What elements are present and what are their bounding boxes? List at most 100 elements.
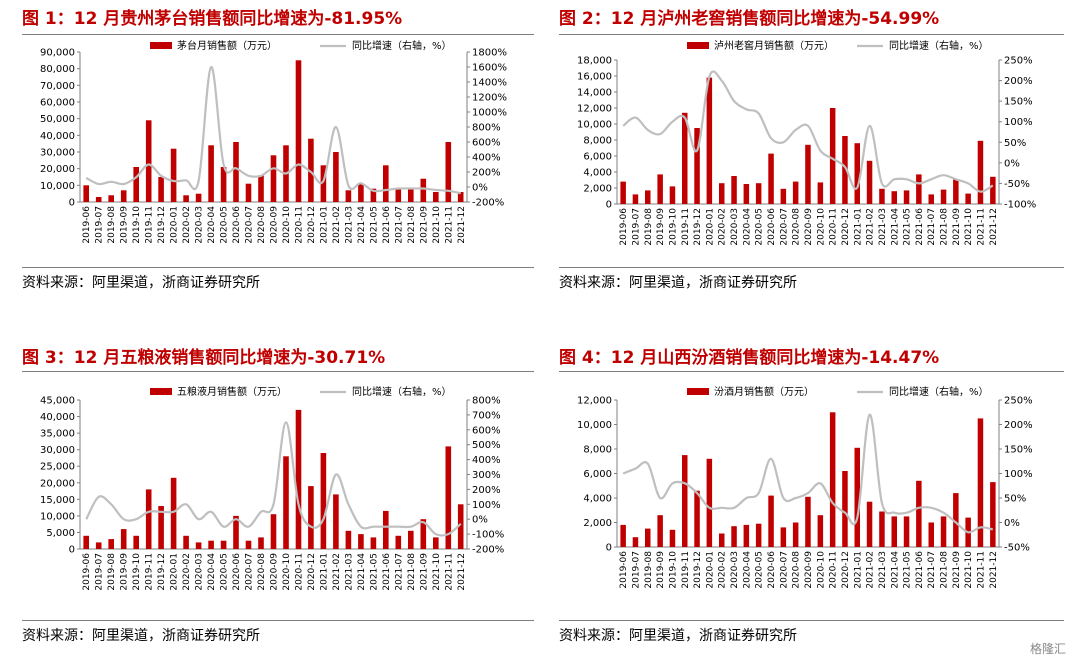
bar <box>295 60 302 202</box>
x-tick-label: 2021-08 <box>940 208 950 246</box>
growth-line <box>622 413 994 534</box>
right-tick-label: 600% <box>472 425 501 436</box>
legend-bar-swatch <box>150 42 172 49</box>
x-tick-label: 2020-02 <box>182 553 192 591</box>
bar <box>208 145 214 202</box>
bar <box>669 529 676 547</box>
bar <box>755 183 762 204</box>
right-tick-label: -50% <box>1004 543 1030 554</box>
bar <box>768 153 774 204</box>
bar <box>780 188 787 204</box>
chart-title: 图 1：12 月贵州茅台销售额同比增速为-81.95% <box>22 9 403 29</box>
bar <box>258 175 264 202</box>
right-tick-label: 100% <box>1004 469 1033 480</box>
left-tick-label: 2,000 <box>583 518 612 529</box>
x-tick-label: 2020-12 <box>841 551 851 589</box>
x-tick-label: 2020-03 <box>730 208 740 246</box>
left-tick-label: 50,000 <box>40 114 75 125</box>
x-tick-label: 2021-12 <box>989 208 999 246</box>
chart-title: 图 2：12 月泸州老窖销售额同比增速为-54.99% <box>559 9 940 29</box>
x-tick-label: 2021-08 <box>407 206 417 244</box>
right-tick-label: 50% <box>1004 494 1026 505</box>
bar <box>792 181 799 204</box>
x-tick-label: 2020-10 <box>816 551 826 589</box>
bar <box>620 524 626 547</box>
x-tick-label: 2020-06 <box>767 551 777 589</box>
x-tick-label: 2020-09 <box>804 208 814 246</box>
bar <box>632 537 639 547</box>
x-tick-label: 2020-05 <box>220 553 230 591</box>
bar <box>731 176 737 204</box>
left-tick-label: 0 <box>606 543 612 554</box>
bar <box>977 140 984 204</box>
bar <box>829 108 836 204</box>
x-tick-label: 2020-02 <box>182 206 192 244</box>
x-tick-label: 2019-06 <box>619 551 629 589</box>
bar <box>158 506 164 549</box>
bar <box>320 165 327 202</box>
chart-panel-2: 图 2：12 月泸州老窖销售额同比增速为-54.99% 0 2,000 4,000 6… <box>559 4 1064 304</box>
x-tick-label: 2021-06 <box>382 206 392 244</box>
left-tick-label: 4,000 <box>583 494 612 505</box>
x-tick-label: 2021-01 <box>319 206 329 244</box>
x-tick-label: 2019-07 <box>631 208 641 246</box>
right-tick-label: 0% <box>472 183 488 194</box>
bar <box>158 177 164 202</box>
left-tick-label: 40,000 <box>40 412 75 423</box>
left-tick-label: 90,000 <box>40 48 75 59</box>
x-tick-label: 2020-12 <box>307 553 317 591</box>
left-tick-label: 20,000 <box>40 164 75 175</box>
legend-line-label: 同比增速（右轴，%） <box>889 39 989 52</box>
x-tick-label: 2021-10 <box>432 206 442 244</box>
x-tick-label: 2019-08 <box>107 206 117 244</box>
left-tick-label: 10,000 <box>40 511 75 522</box>
left-tick-label: 45,000 <box>40 396 75 407</box>
right-tick-label: 0% <box>472 515 488 526</box>
bar <box>891 191 897 204</box>
bar <box>928 522 934 547</box>
bar <box>95 197 102 202</box>
x-tick-label: 2020-09 <box>270 206 280 244</box>
left-tick-label: 80,000 <box>40 64 75 75</box>
bottom-rule <box>22 267 534 268</box>
bar <box>645 528 651 547</box>
growth-line <box>85 65 462 195</box>
x-tick-label: 2021-04 <box>890 208 900 246</box>
bar <box>258 537 264 549</box>
left-tick-label: 8,000 <box>583 136 612 147</box>
x-tick-label: 2021-05 <box>369 206 379 244</box>
x-tick-label: 2020-01 <box>705 208 715 246</box>
x-tick-label: 2021-03 <box>878 208 888 246</box>
x-tick-label: 2020-09 <box>270 553 280 591</box>
bar <box>879 188 885 204</box>
right-tick-label: 400% <box>472 153 501 164</box>
left-tick-label: 4,000 <box>583 168 612 179</box>
right-tick-label: 250% <box>1004 56 1033 67</box>
x-tick-label: 2019-09 <box>656 208 666 246</box>
right-tick-label: 1400% <box>472 78 507 89</box>
bar <box>133 167 139 202</box>
right-tick-label: 250% <box>1004 396 1033 407</box>
bar <box>345 190 352 202</box>
right-tick-label: 200% <box>472 485 501 496</box>
x-tick-label: 2020-03 <box>195 206 205 244</box>
bar <box>133 535 139 549</box>
x-tick-label: 2020-07 <box>779 208 789 246</box>
bar <box>928 194 934 204</box>
title-rule <box>22 371 534 372</box>
left-tick-label: 70,000 <box>40 81 75 92</box>
x-tick-label: 2021-07 <box>927 208 937 246</box>
left-tick-label: 0 <box>69 545 75 556</box>
x-tick-label: 2020-10 <box>282 206 292 244</box>
legend-bar-swatch <box>687 42 709 49</box>
left-tick-label: 15,000 <box>40 495 75 506</box>
x-tick-label: 2019-07 <box>95 206 105 244</box>
bar <box>817 182 824 204</box>
bar <box>358 534 364 549</box>
left-tick-label: 35,000 <box>40 429 75 440</box>
bar <box>632 194 639 204</box>
bar <box>829 412 836 548</box>
x-tick-label: 2021-12 <box>989 551 999 589</box>
x-tick-label: 2019-09 <box>120 206 130 244</box>
bar <box>195 542 202 549</box>
